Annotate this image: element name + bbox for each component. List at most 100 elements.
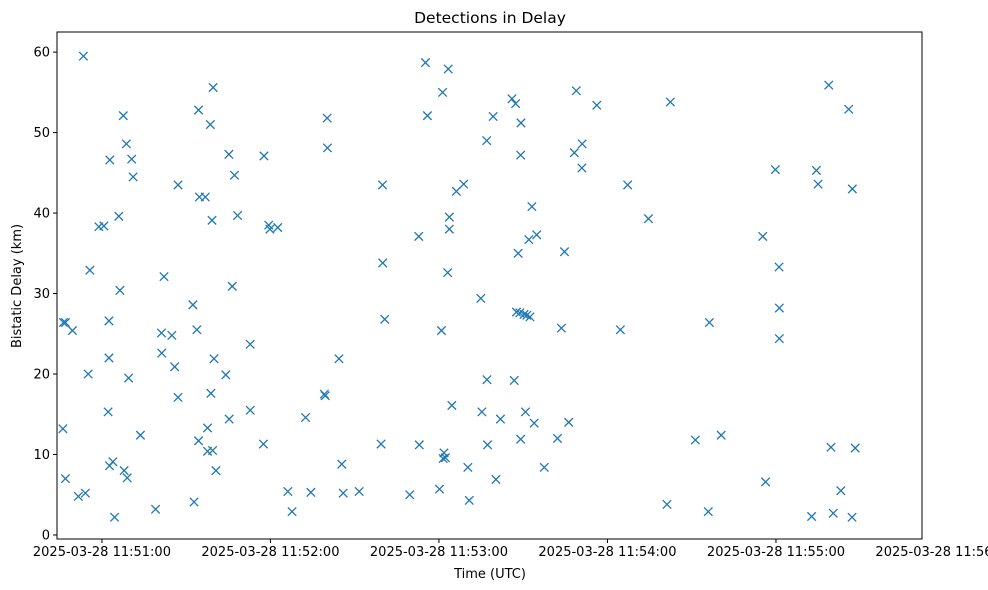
data-point bbox=[193, 436, 204, 446]
y-tick-label: 60 bbox=[33, 46, 50, 61]
data-point bbox=[477, 407, 487, 417]
data-point bbox=[559, 247, 570, 257]
data-point bbox=[577, 163, 587, 173]
x-tick-label: 2025-03-28 11:54:00 bbox=[538, 545, 676, 560]
data-point bbox=[436, 325, 447, 336]
data-point bbox=[128, 172, 138, 182]
data-point bbox=[511, 307, 522, 317]
data-point bbox=[564, 417, 574, 427]
x-tick-label: 2025-03-28 11:53:00 bbox=[370, 545, 508, 560]
data-point bbox=[414, 231, 424, 242]
data-point bbox=[118, 111, 128, 121]
data-point bbox=[320, 391, 330, 401]
data-point bbox=[229, 170, 240, 180]
data-point bbox=[556, 323, 567, 333]
data-point bbox=[245, 339, 255, 349]
y-tick-label: 30 bbox=[33, 287, 50, 302]
data-point bbox=[322, 113, 332, 123]
data-point bbox=[170, 362, 180, 372]
plot-area bbox=[56, 31, 923, 540]
data-point bbox=[811, 165, 822, 176]
data-point bbox=[206, 388, 216, 398]
data-point bbox=[123, 373, 134, 383]
data-point bbox=[207, 445, 218, 456]
data-point bbox=[577, 139, 587, 149]
data-point bbox=[173, 392, 183, 403]
data-point bbox=[104, 316, 114, 326]
data-point bbox=[482, 440, 493, 450]
y-tick-label: 10 bbox=[33, 448, 50, 463]
data-point bbox=[774, 262, 784, 272]
data-point bbox=[482, 135, 492, 146]
y-axis-label: Bistatic Delay (km) bbox=[10, 224, 25, 348]
data-point bbox=[443, 64, 453, 74]
data-point bbox=[704, 317, 715, 328]
data-point bbox=[464, 495, 474, 506]
data-point bbox=[78, 51, 89, 61]
data-point bbox=[273, 222, 283, 233]
data-point bbox=[207, 215, 217, 225]
y-axis: 0 10 20 30 40 50 60 bbox=[33, 46, 57, 543]
data-point bbox=[491, 474, 501, 485]
data-point bbox=[58, 317, 69, 328]
data-point bbox=[774, 303, 784, 313]
x-axis: 2025-03-28 11:51:00 2025-03-28 11:52:00 20… bbox=[33, 539, 988, 560]
data-point bbox=[758, 231, 768, 242]
data-point bbox=[813, 179, 823, 189]
data-point bbox=[437, 87, 448, 98]
data-point bbox=[519, 309, 529, 320]
data-point bbox=[488, 111, 498, 122]
data-point bbox=[552, 433, 563, 444]
data-point bbox=[774, 333, 784, 344]
data-point bbox=[208, 82, 218, 93]
data-point bbox=[127, 154, 137, 164]
data-point bbox=[221, 370, 231, 380]
x-axis-label: Time (UTC) bbox=[453, 567, 526, 582]
data-point bbox=[224, 414, 234, 424]
data-point bbox=[476, 293, 486, 304]
data-point bbox=[378, 258, 388, 268]
data-point bbox=[287, 506, 297, 517]
data-point bbox=[259, 151, 269, 161]
data-point bbox=[482, 374, 492, 385]
data-point bbox=[532, 230, 542, 240]
data-point bbox=[444, 212, 454, 222]
data-point bbox=[539, 462, 549, 473]
data-point bbox=[104, 353, 114, 363]
data-point bbox=[376, 439, 386, 449]
data-point bbox=[115, 285, 125, 295]
data-point bbox=[338, 488, 348, 498]
data-point bbox=[665, 97, 676, 107]
data-point bbox=[420, 57, 431, 68]
data-point bbox=[200, 192, 210, 202]
data-point bbox=[227, 281, 237, 291]
data-point bbox=[463, 462, 473, 473]
data-point bbox=[189, 497, 199, 507]
data-point bbox=[439, 448, 449, 458]
data-point bbox=[615, 325, 626, 335]
data-point bbox=[245, 405, 255, 415]
data-point bbox=[58, 424, 68, 434]
data-point bbox=[847, 512, 857, 522]
data-point bbox=[114, 211, 124, 221]
data-point bbox=[592, 100, 602, 110]
data-point bbox=[806, 511, 817, 522]
data-point bbox=[283, 486, 293, 497]
data-point bbox=[150, 504, 161, 514]
data-point bbox=[109, 512, 120, 522]
data-point bbox=[447, 400, 457, 411]
data-point bbox=[380, 314, 390, 324]
data-point bbox=[527, 201, 537, 212]
y-tick-label: 40 bbox=[33, 207, 50, 222]
data-point bbox=[211, 465, 221, 476]
data-point bbox=[83, 369, 93, 379]
x-tick-label: 2025-03-28 11:56:00 bbox=[875, 545, 988, 560]
data-point bbox=[258, 439, 269, 449]
data-point bbox=[67, 325, 78, 336]
data-point bbox=[405, 490, 415, 500]
data-point bbox=[232, 210, 243, 221]
data-point bbox=[300, 412, 311, 423]
data-point bbox=[847, 184, 858, 194]
data-point bbox=[442, 267, 453, 278]
x-tick-label: 2025-03-28 11:55:00 bbox=[707, 545, 845, 560]
